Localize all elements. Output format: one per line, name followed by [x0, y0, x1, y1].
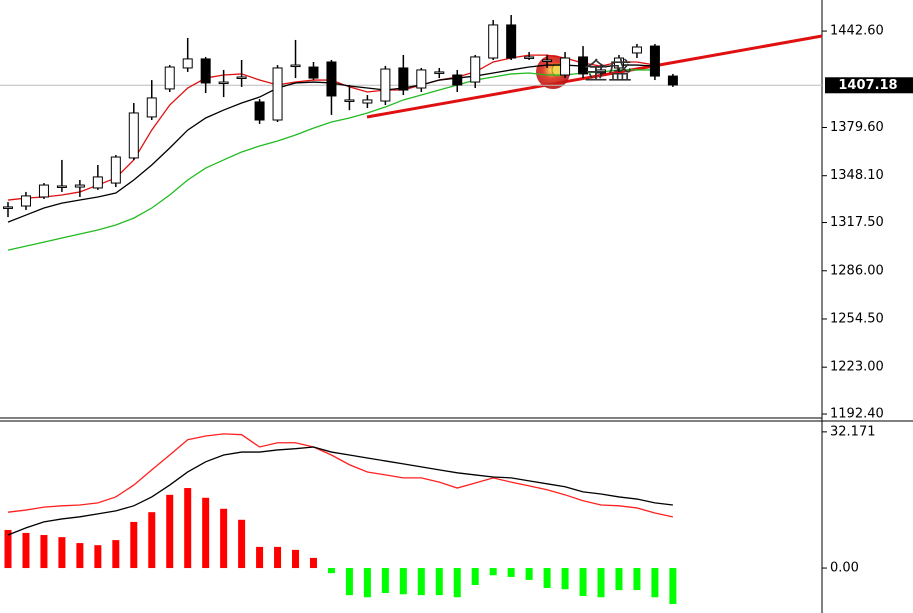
candle-body: [3, 206, 13, 209]
macd-bar: [345, 568, 353, 596]
candle-body: [596, 69, 607, 74]
candle-body: [56, 185, 67, 188]
candle-body: [146, 97, 157, 118]
candle-body: [631, 46, 642, 54]
macd-bar: [453, 568, 461, 598]
macd-bar: [669, 568, 677, 605]
candle-body: [290, 64, 301, 68]
candle-body: [578, 56, 589, 75]
candle-body: [182, 58, 193, 69]
last-price-label: 1407.18: [838, 78, 897, 93]
macd-bar: [202, 497, 210, 569]
candle-body: [236, 76, 247, 79]
candle-body: [20, 195, 31, 207]
macd-bar: [489, 568, 497, 576]
macd-bar: [4, 529, 12, 569]
candle-body: [398, 67, 409, 91]
y-tick-label: 0.00: [830, 561, 859, 576]
macd-bar: [399, 568, 407, 595]
y-tick-label: 1442.60: [830, 24, 884, 39]
macd-bar: [471, 568, 479, 585]
indicator-line: [7, 69, 655, 251]
y-tick-label: 1223.00: [830, 360, 884, 375]
candle-body: [434, 71, 445, 74]
macd-bar: [274, 546, 282, 569]
y-tick-label: 1286.00: [830, 263, 884, 278]
macd-bar: [112, 540, 120, 569]
y-tick-label: 1348.10: [830, 168, 884, 183]
trend-line: [366, 34, 823, 119]
candle-body: [272, 67, 283, 121]
candle-body: [200, 58, 211, 84]
candle-body: [110, 156, 121, 184]
candle-body: [344, 99, 355, 102]
candle-body: [74, 184, 85, 188]
last-price-box: [825, 77, 913, 94]
candle-body: [470, 56, 481, 83]
y-tick-label: 1379.60: [830, 120, 884, 135]
candle-body: [218, 81, 229, 85]
candle-body: [164, 66, 175, 90]
candle-body: [128, 112, 139, 159]
macd-bar: [381, 568, 389, 594]
y-tick-label: 1317.50: [830, 215, 884, 230]
macd-bar: [525, 568, 533, 580]
macd-bar: [58, 537, 66, 569]
candle-body: [38, 184, 49, 198]
candle-body: [524, 56, 535, 59]
candle-body: [416, 69, 427, 89]
watermark-text: 金盛: [584, 57, 632, 85]
candle-body: [326, 61, 337, 97]
candle-body: [380, 68, 391, 102]
macd-bar: [292, 549, 300, 569]
macd-bar: [148, 512, 156, 569]
macd-bar: [256, 546, 264, 569]
candle-body: [506, 24, 517, 59]
macd-bar: [597, 568, 605, 598]
indicator-line: [7, 446, 673, 536]
y-tick-label: 32.171: [830, 424, 876, 439]
macd-bar: [633, 568, 641, 591]
macd-bar: [507, 568, 515, 577]
macd-bar: [363, 568, 371, 598]
macd-bar: [130, 521, 138, 569]
macd-bar: [40, 535, 48, 569]
candle-body: [542, 59, 553, 62]
macd-bar: [651, 568, 659, 598]
macd-bar: [220, 508, 228, 569]
macd-bar: [309, 557, 317, 569]
macd-bar: [22, 532, 30, 569]
macd-bar: [184, 488, 192, 569]
macd-bar: [561, 568, 569, 590]
candle-body: [308, 66, 319, 79]
macd-bar: [327, 568, 335, 574]
candle-body: [362, 99, 373, 104]
candle-body: [254, 101, 265, 121]
candle-body: [92, 176, 103, 189]
macd-bar: [238, 519, 246, 569]
macd-bar: [94, 545, 102, 569]
candle-body: [560, 57, 571, 76]
macd-bar: [166, 494, 174, 569]
candle-body: [488, 24, 499, 59]
macd-bar: [76, 543, 84, 569]
macd-bar: [417, 568, 425, 596]
macd-bar: [435, 568, 443, 596]
macd-bar: [615, 568, 623, 591]
y-tick-label: 1192.40: [830, 407, 884, 422]
candle-body: [649, 45, 660, 77]
macd-bar: [579, 568, 587, 596]
indicator-line: [7, 433, 674, 518]
candle-body: [613, 57, 624, 69]
macd-bar: [543, 568, 551, 588]
candle-body: [667, 75, 678, 86]
candle-body: [452, 74, 463, 86]
y-tick-label: 1254.50: [830, 311, 884, 326]
